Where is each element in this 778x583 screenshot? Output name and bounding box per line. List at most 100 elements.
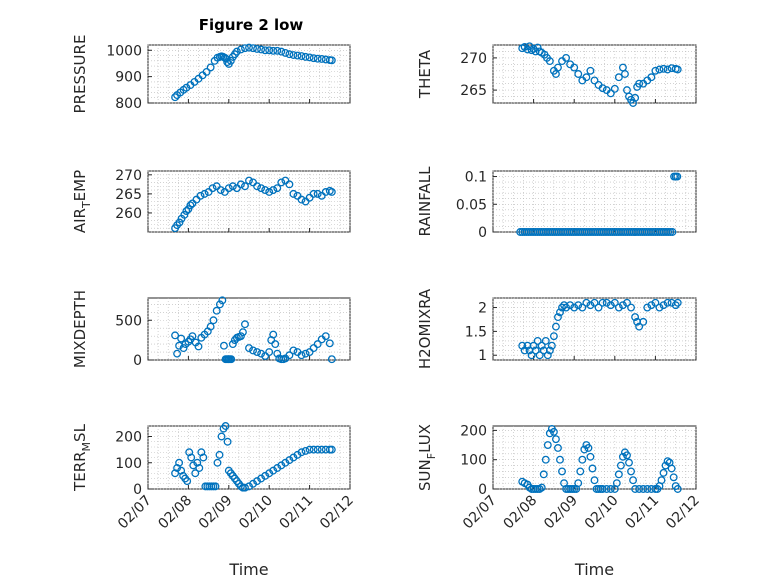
theta-point <box>606 89 615 98</box>
pressure-point <box>269 46 278 55</box>
date-tick-label: 02/12 <box>317 493 357 533</box>
theta-point <box>525 42 534 51</box>
date-tick-label: 02/11 <box>277 493 317 533</box>
terr_msl-point <box>183 477 192 486</box>
sun_flux-point <box>541 455 550 464</box>
pressure-point <box>273 46 282 55</box>
h2omixra-point <box>551 322 560 331</box>
chart-theta: 265 270 THETA <box>416 42 697 107</box>
mixdepth-point <box>215 300 224 309</box>
air_temp-point <box>289 189 298 198</box>
air_temp-point <box>184 205 193 214</box>
sun_flux-point <box>543 441 552 449</box>
h2omixra-point <box>586 301 595 310</box>
pressure-point <box>309 54 318 63</box>
theta-point <box>533 43 542 52</box>
mixdepth-point <box>238 328 247 337</box>
theta-plot-area <box>492 44 697 104</box>
mixdepth-point <box>301 349 310 358</box>
mixdepth-point <box>218 296 227 305</box>
pressure-point <box>305 53 314 62</box>
mixdepth-point <box>184 337 193 346</box>
theta-point <box>590 76 599 85</box>
mixdepth-ytick-label: 500 <box>115 313 142 329</box>
mixdepth-point <box>321 332 330 341</box>
mixdepth-point <box>261 352 270 360</box>
h2omixra-point <box>543 351 552 360</box>
h2omixra-point <box>535 351 544 360</box>
air_temp-ytick-label: 270 <box>115 168 142 184</box>
mixdepth-point <box>327 355 336 364</box>
pressure-point <box>236 45 245 54</box>
terr_msl-point <box>197 448 206 457</box>
terr_msl-point <box>185 448 194 457</box>
terr_msl-point <box>223 437 232 446</box>
sun_flux-point <box>625 458 633 467</box>
air_temp-ytick-label: 260 <box>115 206 142 222</box>
date-tick-label: 02/08 <box>501 493 541 533</box>
air_temp-point <box>327 188 336 196</box>
terr_msl-point <box>317 445 326 454</box>
rainfall-ylabel: RAINFALL <box>416 166 434 237</box>
h2omixra-point <box>647 301 656 310</box>
pressure-point <box>277 47 286 56</box>
sun_flux-point <box>556 455 564 464</box>
mixdepth-point <box>209 316 218 325</box>
h2omixra-point <box>537 341 546 350</box>
sun_flux-point <box>576 467 585 476</box>
terr_msl-point <box>313 445 322 454</box>
sun_flux-point <box>545 429 554 438</box>
mixdepth-point <box>309 344 318 353</box>
chart-rainfall: 0 0.05 0.1 RAINFALL <box>416 166 697 241</box>
pressure-point <box>261 46 270 55</box>
h2omixra-point <box>533 336 542 345</box>
h2omixra-point <box>627 303 635 312</box>
pressure-point <box>281 48 290 57</box>
sun_flux-point <box>549 427 558 436</box>
sun_flux-point <box>584 444 593 452</box>
x-axis-label: Time <box>228 560 268 579</box>
terr_msl-point <box>327 445 336 454</box>
mixdepth-point <box>271 340 280 349</box>
mixdepth-point <box>253 348 262 357</box>
terr_msl-point <box>241 483 249 492</box>
air_temp-point <box>309 189 318 198</box>
pressure-point <box>293 51 302 60</box>
pressure-point <box>313 54 322 63</box>
air_temp-point <box>200 189 209 198</box>
sun_flux-point <box>606 485 615 493</box>
theta-point <box>647 73 656 82</box>
pressure-point <box>232 47 241 56</box>
theta-point <box>574 70 583 78</box>
theta-point <box>570 63 579 72</box>
h2omixra-ytick-label: 1.5 <box>465 324 487 340</box>
sun_flux-point <box>631 485 640 493</box>
theta-ytick-label: 265 <box>460 83 487 99</box>
sun_flux-point <box>580 445 589 454</box>
mixdepth-point <box>236 332 245 341</box>
mixdepth-point <box>273 349 282 358</box>
chart-air_temp: 260 265 270 AIRTEMP <box>71 168 351 233</box>
chart-h2omixra: 1 1.5 2 H2OMIXRA <box>416 288 697 369</box>
terr_msl-point <box>175 458 184 467</box>
terr_msl-point <box>193 458 202 467</box>
terr_msl-point <box>211 482 220 491</box>
date-tick-label: 02/09 <box>541 493 581 533</box>
pressure-point <box>297 52 306 61</box>
terr_msl-point <box>305 445 314 454</box>
h2omixra-point <box>558 303 566 312</box>
air_temp-point <box>245 176 253 185</box>
sun_flux-point <box>627 467 635 476</box>
air_temp-point <box>224 184 233 193</box>
theta-point <box>614 73 623 82</box>
pressure-point <box>202 67 211 76</box>
air_temp-point <box>196 191 205 200</box>
mixdepth-point <box>245 344 253 353</box>
chart-sun_flux: 0 100 200 SUNFLUX 02/07 02/08 02/09 02/10 02/11 0… <box>416 423 703 579</box>
terr_msl-point <box>309 445 318 454</box>
terr_msl-point <box>187 453 196 462</box>
theta-point <box>673 65 682 74</box>
terr_msl-point <box>195 464 204 472</box>
pressure-ylabel: PRESSURE <box>71 35 89 114</box>
air_temp-point <box>180 210 189 219</box>
